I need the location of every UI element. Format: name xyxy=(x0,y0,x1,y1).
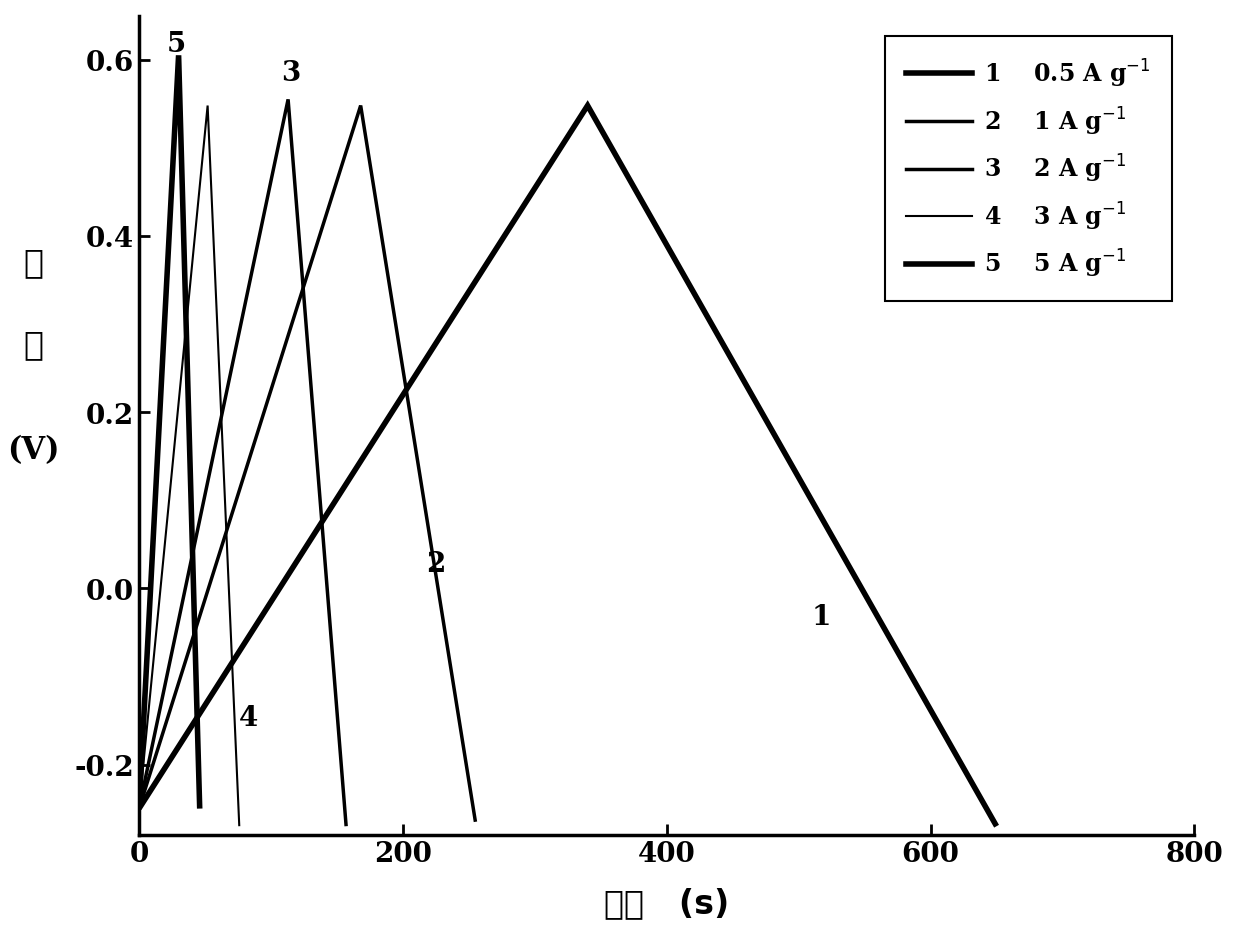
Text: 电: 电 xyxy=(24,246,43,279)
Text: 2: 2 xyxy=(427,550,446,578)
Text: 4: 4 xyxy=(239,704,258,731)
Text: 1: 1 xyxy=(812,603,831,630)
Legend: 1    0.5 A g$^{-1}$, 2    1 A g$^{-1}$, 3    2 A g$^{-1}$, 4    3 A g$^{-1}$, 5 : 1 0.5 A g$^{-1}$, 2 1 A g$^{-1}$, 3 2 A … xyxy=(885,37,1172,301)
Text: (V): (V) xyxy=(7,435,60,466)
Text: 压: 压 xyxy=(24,328,43,360)
Text: 3: 3 xyxy=(281,60,301,87)
X-axis label: 时间   (s): 时间 (s) xyxy=(604,886,729,919)
Text: 5: 5 xyxy=(166,31,186,58)
